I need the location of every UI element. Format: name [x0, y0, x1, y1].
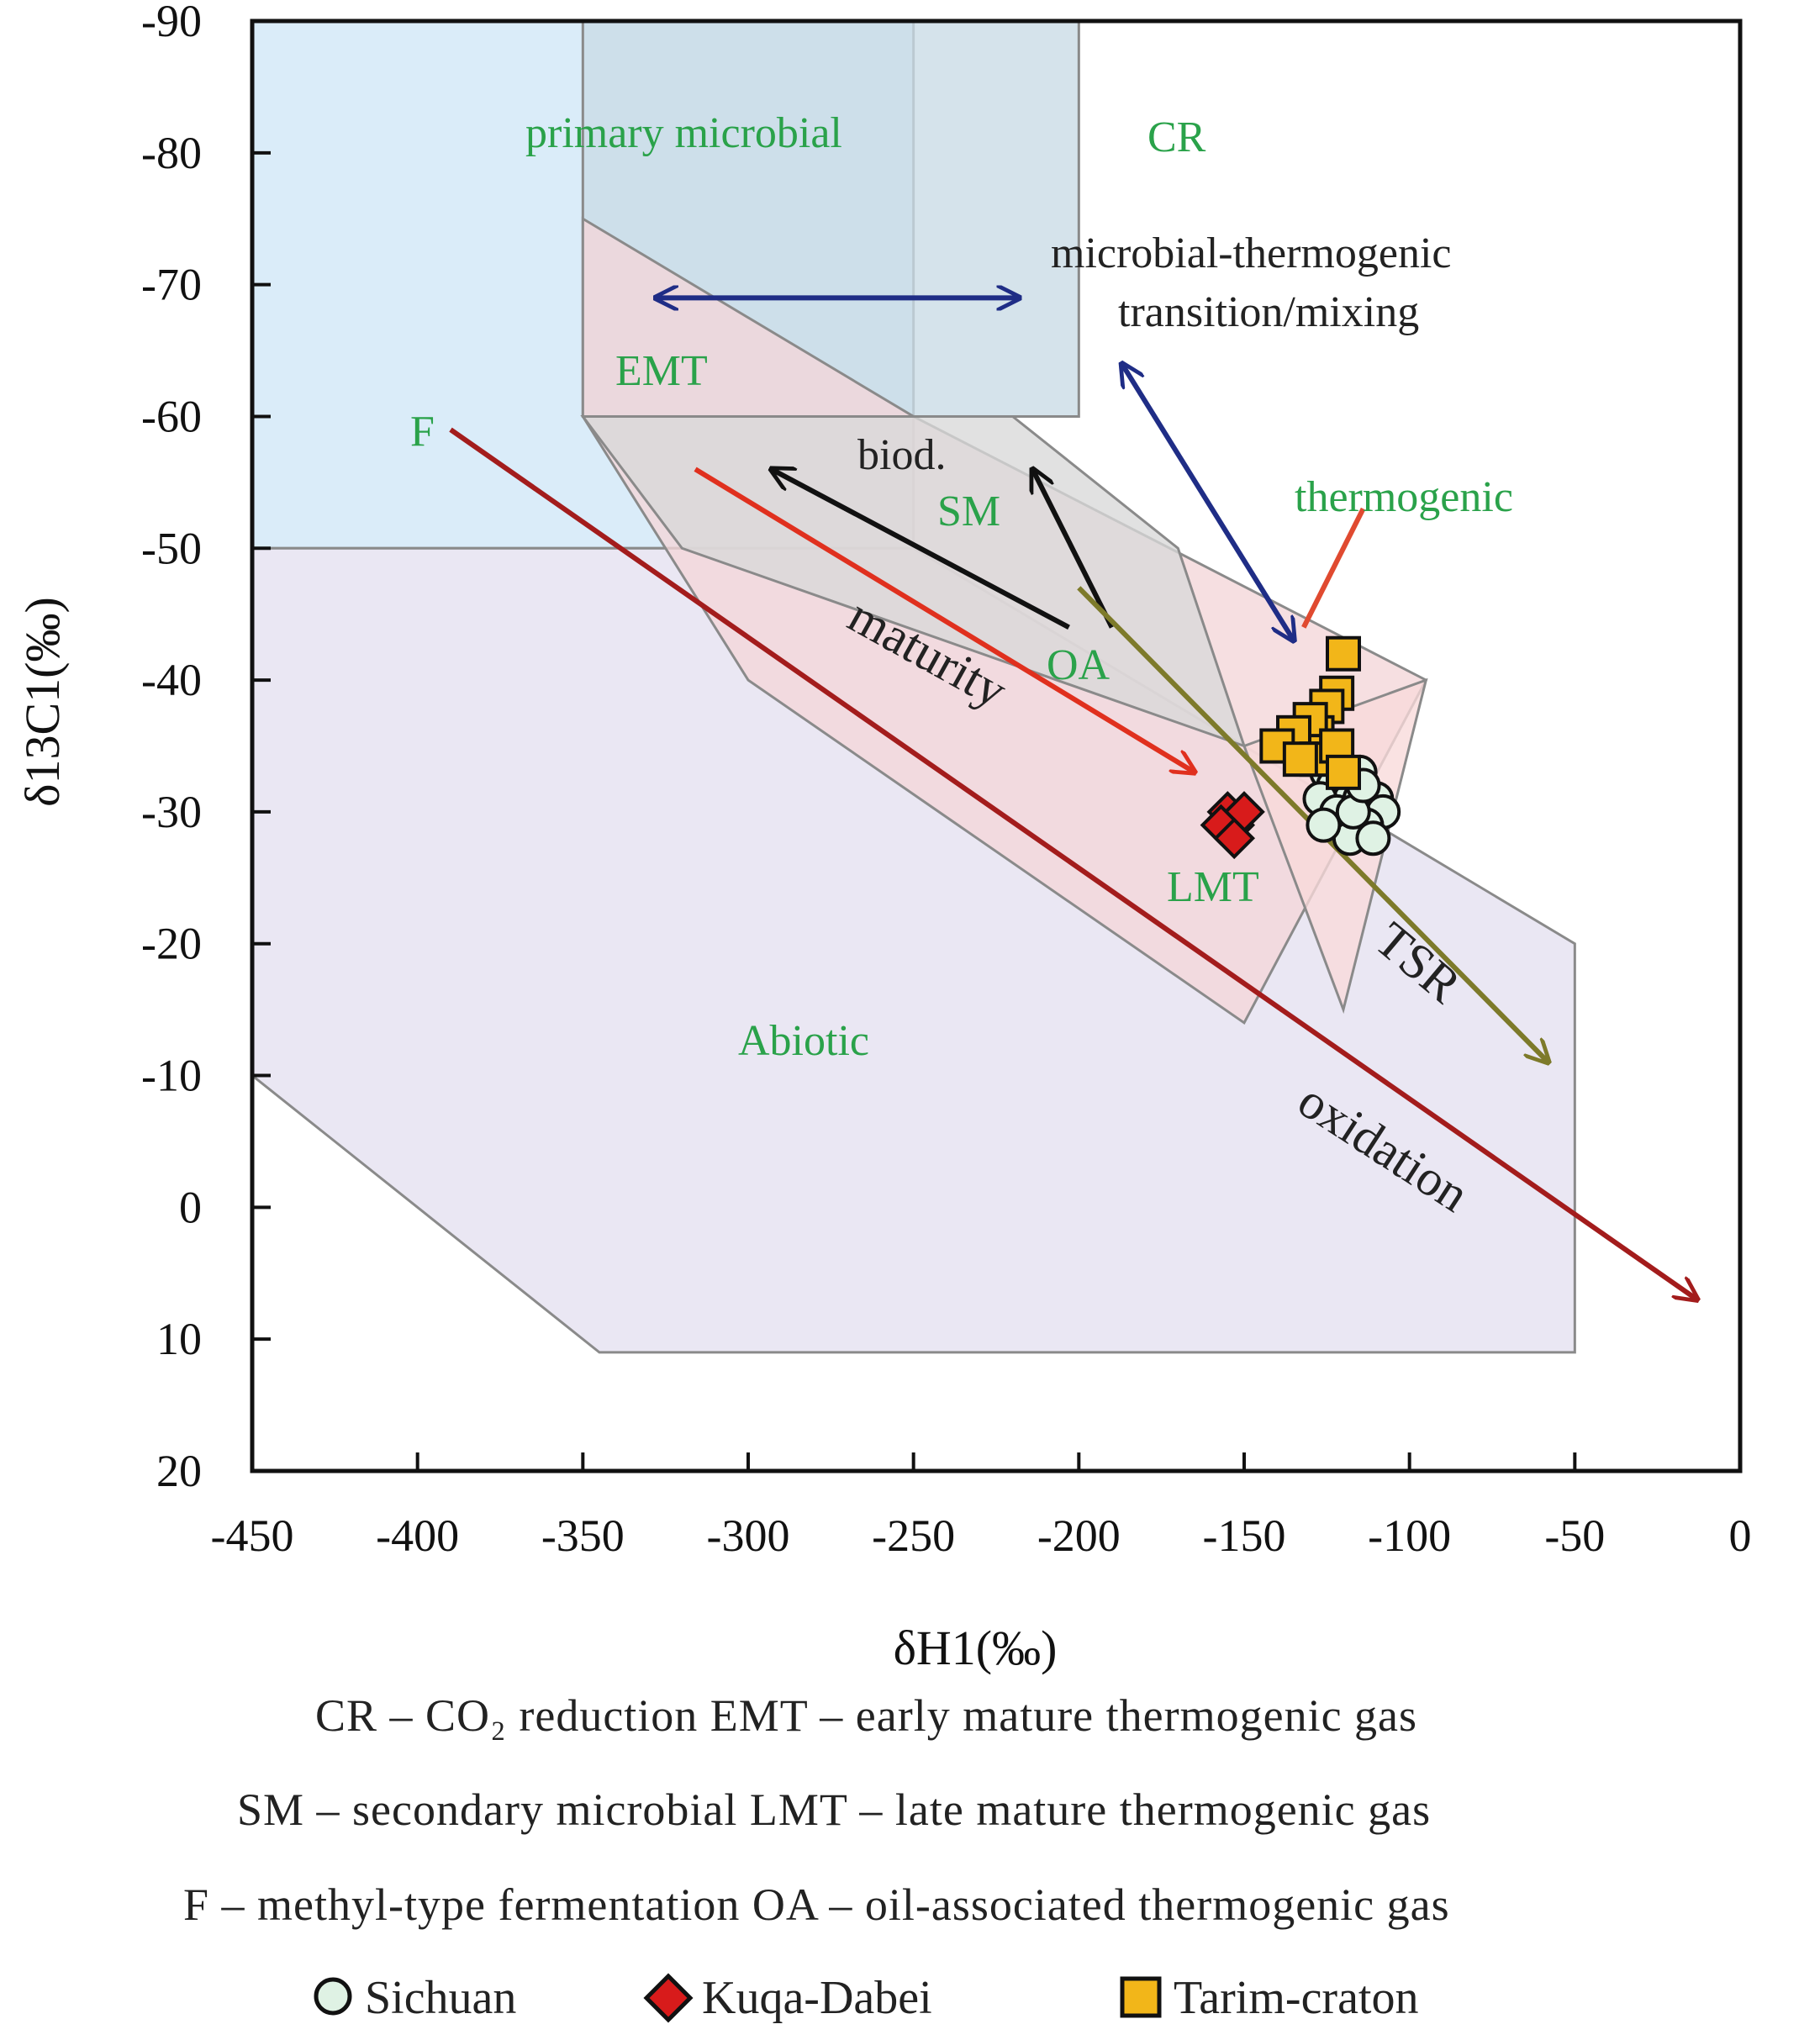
y-tick-label: 0: [179, 1182, 202, 1232]
chart: -450 -400 -350 -300 -250 -200 -150 -100 -50 0 -90…: [15, 0, 1752, 1675]
process-arrows: [449, 298, 1697, 1299]
region-label-primary-microbial: primary microbial: [525, 109, 842, 157]
x-tick-label: 0: [1729, 1510, 1752, 1561]
y-tick-label: 20: [156, 1446, 202, 1496]
process-arrow-7: [1301, 507, 1366, 629]
x-tick-label: -450: [211, 1510, 294, 1561]
x-tick-label: -350: [541, 1510, 625, 1561]
point-sichuan: [1355, 820, 1391, 857]
legend-note-cr-emt: CR – CO₂ reduction EMT – early mature th…: [315, 1690, 1418, 1741]
legend-label-kuqa-dabei: Kuqa-Dabei: [702, 1972, 932, 2024]
legend-item-sichuan: Sichuan: [309, 1971, 516, 2025]
process-arrow-1: [1121, 364, 1294, 640]
point-tarim-craton: [1282, 741, 1318, 778]
circle-marker-icon: [314, 1977, 352, 2016]
region-label-sm: SM: [937, 488, 1000, 535]
x-tick-label: -200: [1037, 1510, 1121, 1561]
process-arrow-6: [449, 427, 1697, 1299]
legend-item-kuqa-dabei: Kuqa-Dabei: [643, 1971, 932, 2025]
y-tick-label: -10: [141, 1051, 202, 1101]
point-kuqa-dabei: [1213, 817, 1256, 860]
region-label-abiotic: Abiotic: [738, 1017, 869, 1065]
point-sichuan: [1306, 807, 1342, 843]
y-tick-label: -30: [141, 787, 202, 837]
region-label-emt: EMT: [615, 347, 708, 395]
process-arrow-4: [694, 467, 1195, 772]
legend-item-tarim-craton: Tarim-craton: [1118, 1971, 1418, 2025]
x-tick-label: -50: [1544, 1510, 1605, 1561]
annotation-mixing-line2: transition/mixing: [1118, 288, 1419, 336]
annotation-biod: biod.: [857, 431, 946, 479]
process-arrow-3: [1032, 469, 1115, 629]
y-tick-label: -90: [141, 0, 202, 46]
legend-note-sm-lmt: SM – secondary microbial LMT – late matu…: [237, 1784, 1432, 1835]
point-tarim-craton: [1326, 754, 1361, 790]
y-tick-label: -50: [141, 523, 202, 573]
diamond-marker-icon: [643, 1973, 694, 2023]
y-tick-label: -40: [141, 655, 202, 705]
legend-note-f-oa: F – methyl-type fermentation OA – oil-as…: [183, 1879, 1450, 1930]
y-axis-ticks: -90 -80 -70 -60 -50 -40 -30 -20 -10 0 10 20: [141, 0, 271, 1496]
legend-label-tarim-craton: Tarim-craton: [1174, 1972, 1419, 2024]
region-label-lmt: LMT: [1167, 863, 1259, 911]
x-tick-label: -100: [1368, 1510, 1451, 1561]
region-label-cr: CR: [1147, 113, 1206, 161]
point-tarim-craton: [1326, 635, 1361, 672]
x-tick-label: -150: [1203, 1510, 1286, 1561]
data-points: [1200, 635, 1401, 860]
y-tick-label: -70: [141, 260, 202, 310]
x-axis-title: δH1(‰): [894, 1621, 1058, 1675]
y-axis-title: δ13C1(‰): [15, 597, 70, 807]
y-tick-label: -20: [141, 919, 202, 969]
x-tick-label: -300: [707, 1510, 790, 1561]
legend-label-sichuan: Sichuan: [365, 1972, 517, 2024]
process-arrow-2: [772, 469, 1070, 630]
series-legend: Sichuan Kuqa-Dabei Tarim-craton: [0, 1971, 1820, 2038]
x-tick-label: -400: [376, 1510, 459, 1561]
x-axis-ticks: -450 -400 -350 -300 -250 -200 -150 -100 -50 0: [211, 1452, 1752, 1561]
region-label-f: F: [410, 408, 435, 456]
region-label-thermogenic: thermogenic: [1295, 473, 1513, 521]
plot-frame: [250, 18, 1743, 1473]
region-label-oa: OA: [1047, 641, 1110, 689]
square-marker-icon: [1120, 1976, 1162, 2018]
annotation-mixing-line1: microbial-thermogenic: [1051, 229, 1451, 277]
y-tick-label: -60: [141, 391, 202, 441]
y-tick-label: 10: [156, 1314, 202, 1364]
x-tick-label: -250: [872, 1510, 955, 1561]
y-tick-label: -80: [141, 128, 202, 178]
